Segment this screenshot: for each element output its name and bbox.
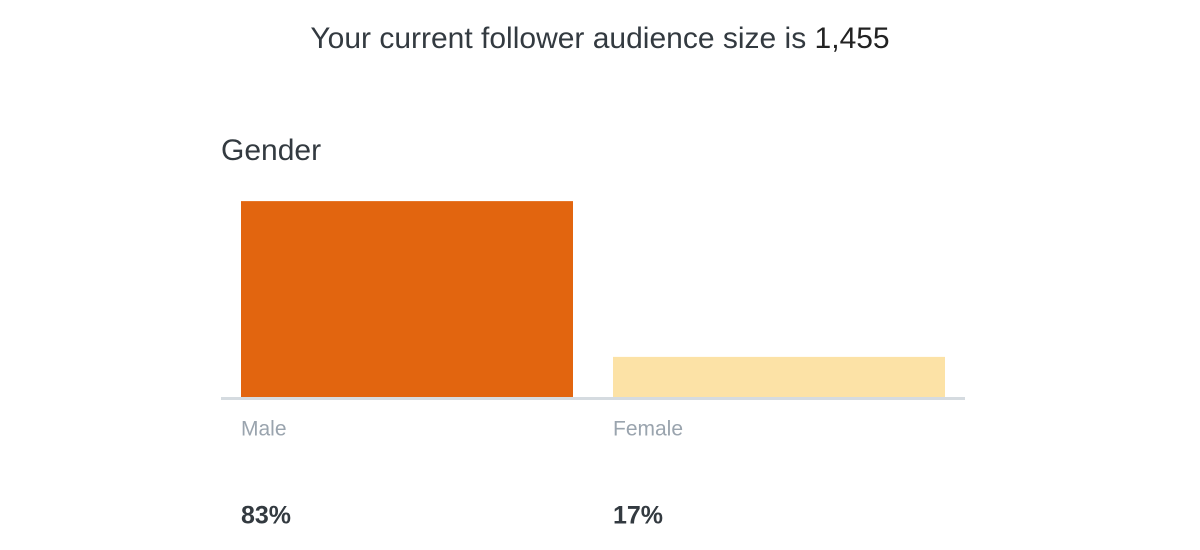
chart-title: Gender (221, 134, 321, 167)
bar (613, 356, 945, 397)
category-label: Female (613, 418, 683, 441)
audience-heading: Your current follower audience size is 1… (310, 22, 889, 55)
value-label: 17% (613, 502, 663, 530)
bar (241, 201, 573, 397)
value-label: 83% (241, 502, 291, 530)
audience-size: 1,455 (815, 22, 890, 55)
category-label: Male (241, 418, 287, 441)
heading-text: Your current follower audience size is (310, 22, 806, 55)
